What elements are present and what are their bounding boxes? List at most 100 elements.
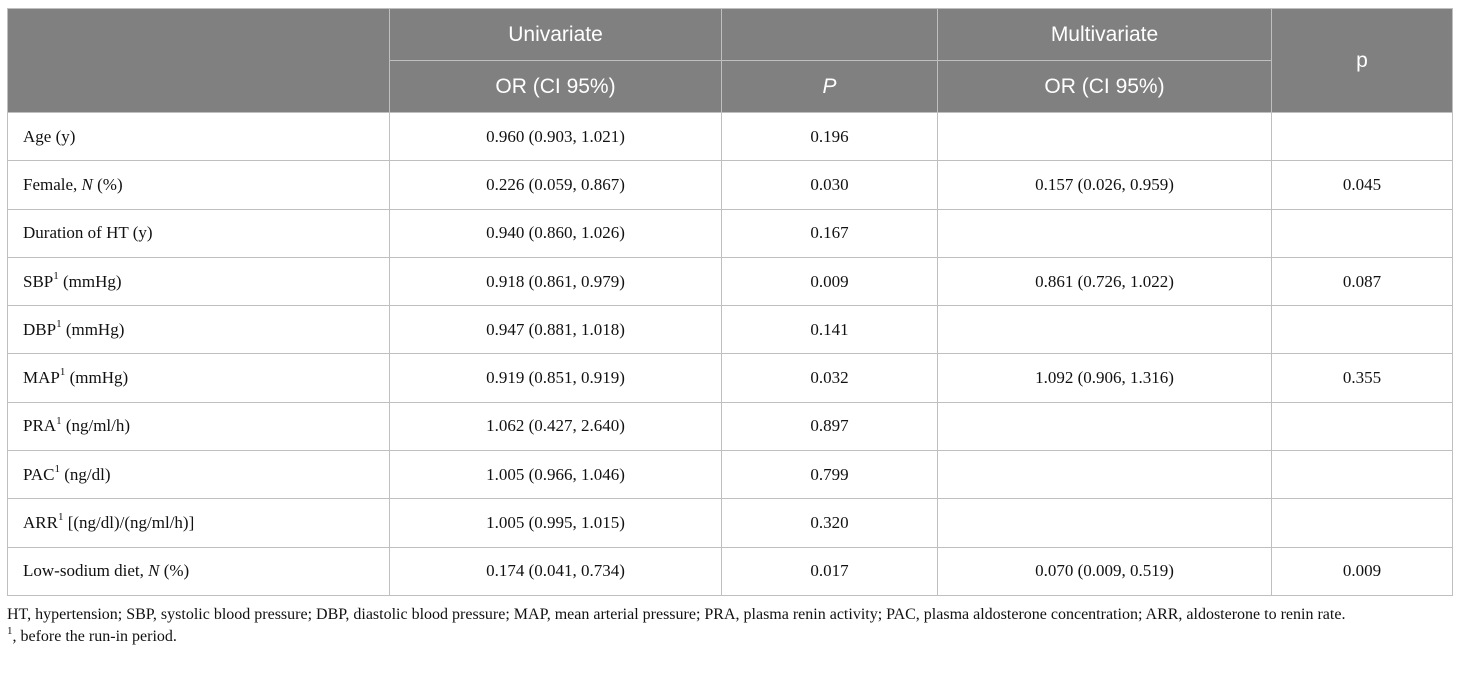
univariate-or-cell: 1.062 (0.427, 2.640) [389, 401, 722, 452]
univariate-or-cell: 0.174 (0.041, 0.734) [389, 546, 722, 596]
row-label: MAP1 (mmHg) [7, 353, 390, 403]
multivariate-p-cell [1271, 305, 1453, 355]
univariate-or-cell: 0.226 (0.059, 0.867) [389, 160, 722, 210]
multivariate-p-cell [1271, 208, 1453, 258]
univariate-p-cell: 0.167 [721, 208, 938, 258]
multivariate-p-cell: 0.355 [1271, 353, 1453, 403]
label-text: PAC [23, 464, 55, 484]
multivariate-or-cell: 0.070 (0.009, 0.519) [937, 546, 1272, 596]
label-text: Duration of HT (y) [23, 223, 153, 243]
label-tail: (%) [159, 561, 190, 581]
univariate-or-cell: 0.940 (0.860, 1.026) [389, 208, 722, 258]
label-superscript: 1 [56, 414, 62, 427]
label-unit: (mmHg) [61, 319, 125, 339]
univariate-p-cell: 0.799 [721, 450, 938, 500]
multivariate-p-cell: 0.087 [1271, 256, 1453, 307]
label-text: ARR [23, 513, 58, 533]
header-p: p [1271, 8, 1453, 113]
row-label: Age (y) [7, 111, 390, 162]
multivariate-p-cell [1271, 401, 1453, 452]
univariate-p-cell: 0.897 [721, 401, 938, 452]
footnote-note: 1, before the run-in period. [7, 624, 1448, 648]
header-or-ci-univariate: OR (CI 95%) [389, 60, 722, 113]
multivariate-or-cell [937, 401, 1272, 452]
label-italic: N [148, 561, 160, 581]
header-univariate-empty [721, 8, 938, 61]
label-unit: [(ng/dl)/(ng/ml/h)] [63, 513, 195, 533]
multivariate-or-cell: 0.861 (0.726, 1.022) [937, 256, 1272, 307]
table-row: Duration of HT (y) 0.940 (0.860, 1.026) 0.… [7, 208, 1453, 258]
multivariate-or-cell [937, 498, 1272, 548]
table-row: PRA1 (ng/ml/h) 1.062 (0.427, 2.640) 0.897 [7, 401, 1453, 452]
univariate-or-cell: 0.947 (0.881, 1.018) [389, 305, 722, 355]
row-label: Low-sodium diet, N (%) [7, 546, 390, 596]
univariate-or-cell: 1.005 (0.995, 1.015) [389, 498, 722, 548]
header-blank [7, 8, 390, 113]
multivariate-p-cell: 0.045 [1271, 160, 1453, 210]
label-unit: (mmHg) [58, 271, 122, 291]
table-row: PAC1 (ng/dl) 1.005 (0.966, 1.046) 0.799 [7, 450, 1453, 500]
table-row: Low-sodium diet, N (%) 0.174 (0.041, 0.73… [7, 546, 1453, 596]
label-superscript: 1 [59, 366, 66, 379]
regression-table: Univariate Multivariate p OR (CI 95%) P … [7, 8, 1453, 596]
label-tail: (%) [92, 174, 123, 194]
table-footnotes: HT, hypertension; SBP, systolic blood pr… [7, 604, 1452, 648]
label-text: PRA [23, 416, 57, 436]
label-unit: (mmHg) [65, 368, 129, 388]
table-row: MAP1 (mmHg) 0.919 (0.851, 0.919) 0.032 1.09… [7, 353, 1453, 403]
header-univariate: Univariate [389, 8, 722, 61]
univariate-or-cell: 0.918 (0.861, 0.979) [389, 256, 722, 307]
univariate-p-cell: 0.017 [721, 546, 938, 596]
table-row: SBP1 (mmHg) 0.918 (0.861, 0.979) 0.009 0.86… [7, 256, 1453, 307]
label-unit: (ng/dl) [60, 464, 111, 484]
multivariate-p-cell [1271, 498, 1453, 548]
multivariate-p-cell: 0.009 [1271, 546, 1453, 596]
label-superscript: 1 [53, 269, 59, 282]
row-label: PAC1 (ng/dl) [7, 450, 390, 500]
univariate-p-cell: 0.320 [721, 498, 938, 548]
univariate-p-cell: 0.032 [721, 353, 938, 403]
footnote-text: , before the run-in period. [12, 627, 177, 645]
table-row: Female, N (%) 0.226 (0.059, 0.867) 0.030 0.… [7, 160, 1453, 210]
label-unit: (ng/ml/h) [61, 416, 131, 436]
row-label: Duration of HT (y) [7, 208, 390, 258]
label-text: DBP [23, 319, 57, 339]
header-multivariate: Multivariate [937, 8, 1272, 61]
label-text: MAP [23, 368, 60, 388]
univariate-or-cell: 1.005 (0.966, 1.046) [389, 450, 722, 500]
multivariate-p-cell [1271, 111, 1453, 162]
multivariate-or-cell [937, 305, 1272, 355]
multivariate-p-cell [1271, 450, 1453, 500]
univariate-p-cell: 0.009 [721, 256, 938, 307]
univariate-or-cell: 0.919 (0.851, 0.919) [389, 353, 722, 403]
table-row: DBP1 (mmHg) 0.947 (0.881, 1.018) 0.141 [7, 305, 1453, 355]
multivariate-or-cell: 0.157 (0.026, 0.959) [937, 160, 1272, 210]
table-container: Univariate Multivariate p OR (CI 95%) P … [7, 8, 1453, 648]
row-label: PRA1 (ng/ml/h) [7, 401, 390, 452]
multivariate-or-cell: 1.092 (0.906, 1.316) [937, 353, 1272, 403]
label-text: Female, [23, 174, 82, 194]
label-text: SBP [23, 271, 54, 291]
header-or-ci-multivariate: OR (CI 95%) [937, 60, 1272, 113]
univariate-p-cell: 0.196 [721, 111, 938, 162]
row-label: DBP1 (mmHg) [7, 305, 390, 355]
label-superscript: 1 [56, 318, 62, 331]
header-p-univariate: P [721, 60, 938, 113]
row-label: SBP1 (mmHg) [7, 256, 390, 307]
row-label: ARR1 [(ng/dl)/(ng/ml/h)] [7, 498, 390, 548]
label-italic: N [81, 174, 93, 194]
label-text: Age (y) [23, 126, 76, 146]
multivariate-or-cell [937, 111, 1272, 162]
label-superscript: 1 [54, 463, 61, 476]
footnote-abbreviations: HT, hypertension; SBP, systolic blood pr… [7, 605, 1346, 623]
univariate-p-cell: 0.030 [721, 160, 938, 210]
multivariate-or-cell [937, 450, 1272, 500]
univariate-or-cell: 0.960 (0.903, 1.021) [389, 111, 722, 162]
label-superscript: 1 [57, 511, 64, 524]
table-row: Age (y) 0.960 (0.903, 1.021) 0.196 [7, 111, 1453, 162]
label-text: Low-sodium diet, [23, 561, 149, 581]
footnote-marker: 1 [7, 624, 13, 637]
table-row: ARR1 [(ng/dl)/(ng/ml/h)] 1.005 (0.995, 1.… [7, 498, 1453, 548]
row-label: Female, N (%) [7, 160, 390, 210]
multivariate-or-cell [937, 208, 1272, 258]
